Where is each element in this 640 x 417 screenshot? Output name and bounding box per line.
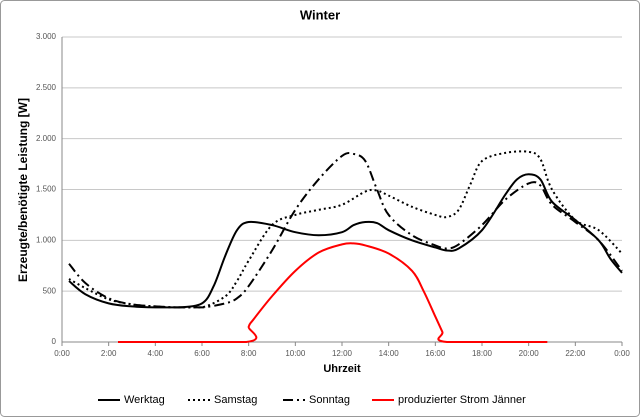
x-tick-label: 16:00 [425,349,446,358]
y-tick-label: 500 [43,286,57,295]
legend-label: Sonntag [309,394,350,406]
y-tick-label: 1.500 [36,185,57,194]
legend-label: Samstag [214,394,257,406]
legend-label: Werktag [124,394,165,406]
x-tick-label: 14:00 [379,349,400,358]
chart-title: Winter [300,7,340,22]
x-tick-label: 6:00 [194,349,210,358]
x-tick-label: 2:00 [101,349,117,358]
x-tick-label: 20:00 [519,349,540,358]
x-tick-label: 4:00 [148,349,164,358]
y-tick-label: 2.500 [36,83,57,92]
series-line [68,173,623,309]
y-tick-label: 2.000 [36,134,57,143]
x-tick-label: 22:00 [565,349,586,358]
y-axis-label: Erzeugte/benötigte Leistung [W] [16,98,30,282]
x-tick-label: 0:00 [614,349,630,358]
x-tick-label: 10:00 [285,349,306,358]
series-line [68,150,623,309]
y-tick-label: 0 [52,337,57,346]
y-tick-label: 1.000 [36,235,57,244]
x-axis-label: Uhrzeit [323,363,361,375]
legend-label: produzierter Strom Jänner [398,394,526,406]
series-line [68,152,623,309]
x-tick-label: 8:00 [241,349,257,358]
x-tick-label: 18:00 [472,349,493,358]
x-tick-label: 12:00 [332,349,353,358]
series-line [117,242,548,344]
y-tick-label: 3.000 [36,32,57,41]
x-tick-label: 0:00 [54,349,70,358]
